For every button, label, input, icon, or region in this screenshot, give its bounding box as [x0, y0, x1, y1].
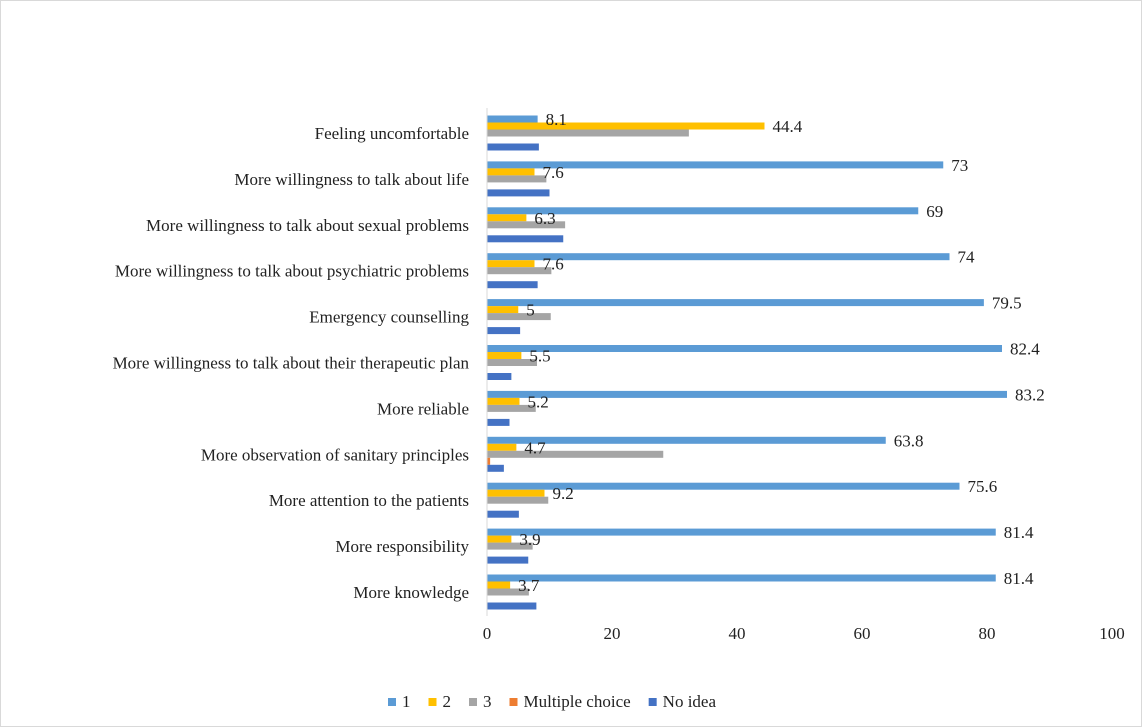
bar-3-more-reliable — [487, 404, 536, 412]
data-label-1-more-willingness-to-talk-about-their-therapeutic-plan: 82.4 — [1010, 340, 1040, 359]
bar-no-idea-more-willingness-to-talk-about-their-therapeutic-plan — [487, 373, 512, 380]
bar-3-more-willingness-to-talk-about-their-therapeutic-plan — [487, 359, 537, 366]
x-tick-label-0: 0 — [483, 624, 492, 643]
bar-multiple-choice-more-observation-of-sanitary-principles — [487, 457, 491, 465]
data-label-2-more-willingness-to-talk-about-psychiatric-problems: 7.6 — [543, 255, 564, 274]
legend-label-2: 2 — [443, 692, 452, 711]
data-label-2-emergency-counselling: 5 — [526, 301, 535, 320]
legend-swatch-2 — [428, 698, 437, 706]
category-label-more-willingness-to-talk-about-life: More willingness to talk about life — [234, 170, 469, 189]
data-label-2-more-willingness-to-talk-about-their-therapeutic-plan: 5.5 — [529, 347, 550, 366]
bar-3-more-willingness-to-talk-about-sexual-problems — [487, 221, 566, 229]
x-tick-label-40: 40 — [729, 624, 746, 643]
data-label-1-more-reliable: 83.2 — [1015, 385, 1045, 404]
data-label-1-more-attention-to-the-patients: 75.6 — [968, 477, 998, 496]
legend-swatch-no-idea — [648, 698, 657, 706]
category-label-more-knowledge: More knowledge — [353, 583, 469, 602]
bar-1-more-observation-of-sanitary-principles — [487, 436, 886, 444]
x-tick-label-60: 60 — [854, 624, 871, 643]
legend-swatch-multiple-choice — [509, 698, 518, 706]
bar-no-idea-more-willingness-to-talk-about-sexual-problems — [487, 235, 564, 243]
bar-no-idea-more-responsibility — [487, 556, 529, 564]
legend-swatch-1 — [388, 698, 396, 706]
data-label-1-more-observation-of-sanitary-principles: 63.8 — [894, 431, 924, 450]
bar-2-more-willingness-to-talk-about-sexual-problems — [487, 214, 527, 222]
x-tick-label-20: 20 — [604, 624, 621, 643]
bar-no-idea-feeling-uncomfortable — [487, 143, 539, 151]
bar-2-more-willingness-to-talk-about-psychiatric-problems — [487, 260, 535, 268]
data-label-2-more-reliable: 5.2 — [528, 392, 549, 411]
data-label-2-more-willingness-to-talk-about-life: 7.6 — [543, 163, 564, 182]
category-label-more-willingness-to-talk-about-sexual-problems: More willingness to talk about sexual pr… — [146, 216, 469, 235]
legend-label-no-idea: No idea — [663, 692, 717, 711]
category-label-more-reliable: More reliable — [377, 399, 469, 418]
bar-1-more-willingness-to-talk-about-their-therapeutic-plan — [487, 345, 1002, 352]
bar-no-idea-more-reliable — [487, 418, 510, 426]
bar-3-more-responsibility — [487, 542, 533, 550]
bar-3-emergency-counselling — [487, 313, 551, 321]
data-label-2-more-responsibility: 3.9 — [519, 530, 540, 549]
bar-1-more-willingness-to-talk-about-psychiatric-problems — [487, 253, 950, 261]
bar-2-more-willingness-to-talk-about-their-therapeutic-plan — [487, 352, 522, 359]
bar-no-idea-more-knowledge — [487, 602, 537, 610]
category-label-more-willingness-to-talk-about-their-therapeutic-plan: More willingness to talk about their the… — [113, 354, 470, 373]
data-label-2-more-knowledge: 3.7 — [518, 576, 540, 595]
legend-label-1: 1 — [402, 692, 411, 711]
category-label-feeling-uncomfortable: Feeling uncomfortable — [315, 124, 469, 143]
bar-3-more-willingness-to-talk-about-life — [487, 175, 547, 183]
data-label-1-feeling-uncomfortable: 8.1 — [546, 110, 567, 129]
category-label-more-willingness-to-talk-about-psychiatric-problems: More willingness to talk about psychiatr… — [115, 262, 469, 281]
data-label-1-more-knowledge: 81.4 — [1004, 569, 1034, 588]
data-label-1-more-responsibility: 81.4 — [1004, 523, 1034, 542]
legend-label-3: 3 — [483, 692, 492, 711]
bar-1-feeling-uncomfortable — [487, 115, 538, 123]
bar-no-idea-more-observation-of-sanitary-principles — [487, 464, 504, 472]
category-label-more-attention-to-the-patients: More attention to the patients — [269, 491, 469, 510]
bar-no-idea-more-attention-to-the-patients — [487, 510, 519, 518]
bar-2-more-knowledge — [487, 581, 511, 589]
bar-3-more-knowledge — [487, 588, 529, 596]
bar-2-more-reliable — [487, 397, 520, 405]
bar-no-idea-more-willingness-to-talk-about-life — [487, 189, 550, 197]
bar-2-more-observation-of-sanitary-principles — [487, 443, 517, 451]
category-label-more-responsibility: More responsibility — [335, 537, 469, 556]
x-tick-label-80: 80 — [979, 624, 996, 643]
data-label-1-emergency-counselling: 79.5 — [992, 294, 1022, 313]
bar-no-idea-emergency-counselling — [487, 327, 521, 335]
bar-1-more-knowledge — [487, 574, 996, 582]
bar-1-more-responsibility — [487, 528, 996, 536]
bar-2-emergency-counselling — [487, 306, 519, 314]
bar-1-more-willingness-to-talk-about-life — [487, 161, 944, 169]
data-label-2-feeling-uncomfortable: 44.4 — [773, 117, 803, 136]
category-label-emergency-counselling: Emergency counselling — [309, 308, 469, 327]
bar-1-emergency-counselling — [487, 299, 984, 307]
bar-2-more-responsibility — [487, 535, 512, 543]
bar-1-more-reliable — [487, 390, 1007, 398]
data-label-2-more-observation-of-sanitary-principles: 4.7 — [524, 438, 546, 457]
bar-3-more-observation-of-sanitary-principles — [487, 450, 664, 458]
legend-label-multiple-choice: Multiple choice — [524, 692, 631, 711]
bar-1-more-attention-to-the-patients — [487, 482, 960, 490]
data-label-2-more-attention-to-the-patients: 9.2 — [553, 484, 574, 503]
data-label-1-more-willingness-to-talk-about-sexual-problems: 69 — [926, 202, 943, 221]
bar-3-more-attention-to-the-patients — [487, 496, 549, 504]
bar-2-feeling-uncomfortable — [487, 122, 765, 130]
data-label-1-more-willingness-to-talk-about-psychiatric-problems: 74 — [958, 248, 976, 267]
bar-2-more-willingness-to-talk-about-life — [487, 168, 535, 176]
bar-3-feeling-uncomfortable — [487, 129, 689, 137]
legend-swatch-3 — [469, 698, 477, 706]
data-label-1-more-willingness-to-talk-about-life: 73 — [951, 156, 968, 175]
category-label-more-observation-of-sanitary-principles: More observation of sanitary principles — [201, 445, 469, 464]
bar-3-more-willingness-to-talk-about-psychiatric-problems — [487, 267, 552, 275]
bar-1-more-willingness-to-talk-about-sexual-problems — [487, 207, 919, 215]
x-tick-label-100: 100 — [1099, 624, 1125, 643]
bar-2-more-attention-to-the-patients — [487, 489, 545, 497]
bar-no-idea-more-willingness-to-talk-about-psychiatric-problems — [487, 281, 538, 289]
data-label-2-more-willingness-to-talk-about-sexual-problems: 6.3 — [534, 209, 555, 228]
